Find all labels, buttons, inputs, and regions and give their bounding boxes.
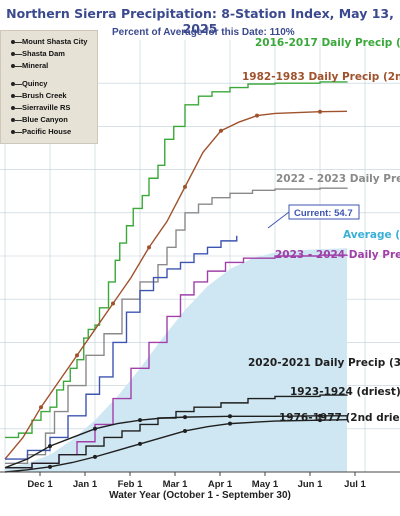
series-line-2023-2024-daily-precip bbox=[5, 254, 348, 469]
station-leader bbox=[14, 108, 22, 109]
station-leader bbox=[14, 42, 22, 43]
station-label: Mineral bbox=[22, 61, 49, 70]
series-line-2016-2017-daily-precip-wettest bbox=[5, 81, 348, 439]
series-point-1982-1983-daily-precip-2nd-wettest bbox=[255, 113, 259, 118]
series-label-1976-1977-2nd-driest: 1976-1977 (2nd driest bbox=[279, 412, 400, 424]
series-label-2023-2024-daily-precip: 2023 - 2024 Daily Precip bbox=[275, 249, 400, 261]
station-leader bbox=[14, 96, 22, 97]
series-line-2022-2023-daily-precip bbox=[5, 187, 348, 465]
station-label: Brush Creek bbox=[22, 91, 67, 100]
series-label-2020-2021-daily-precip-3rd-driest: 2020-2021 Daily Precip (3rd bbox=[248, 357, 400, 369]
series-point-1923-1924-driest bbox=[138, 418, 142, 423]
chart-title: Northern Sierra Precipitation: 8-Station… bbox=[6, 6, 394, 36]
series-label-2022-2023-daily-precip: 2022 - 2023 Daily Precip bbox=[276, 173, 400, 185]
series-lines bbox=[4, 81, 348, 473]
station-label: Shasta Dam bbox=[22, 49, 65, 58]
station-leader bbox=[14, 132, 22, 133]
x-tick-label: May 1 bbox=[252, 479, 279, 490]
station-marker bbox=[11, 64, 15, 68]
x-tick-label: Dec 1 bbox=[27, 479, 53, 490]
series-point-1923-1924-driest bbox=[93, 426, 97, 431]
station-label: Blue Canyon bbox=[22, 115, 68, 124]
series-point-1923-1924-driest bbox=[183, 415, 187, 420]
series-line-1976-1977-2nd-driest bbox=[4, 419, 348, 473]
station-marker bbox=[11, 106, 15, 110]
series-label-average: Average (1 bbox=[343, 229, 400, 241]
series-line-1982-1983-daily-precip-2nd-wettest bbox=[4, 110, 348, 460]
x-tick-label: Mar 1 bbox=[163, 479, 189, 490]
station-label: Quincy bbox=[22, 79, 48, 88]
series-point-1976-1977-2nd-driest bbox=[48, 464, 52, 469]
series-labels: 2016-2017 Daily Precip (we 1982-1983 Dail… bbox=[242, 37, 400, 424]
x-axis-label: Water Year (October 1 - September 30) bbox=[109, 490, 291, 501]
series-point-1982-1983-daily-precip-2nd-wettest bbox=[111, 301, 115, 306]
series-point-1982-1983-daily-precip-2nd-wettest bbox=[75, 353, 79, 358]
series-point-1976-1977-2nd-driest bbox=[93, 454, 97, 459]
station-marker bbox=[11, 40, 15, 44]
series-label-1923-1924-driest: 1923-1924 (driest) bbox=[290, 386, 400, 398]
station-leader bbox=[14, 84, 22, 85]
x-tick-label: Apr 1 bbox=[208, 479, 233, 490]
current-callout-leader bbox=[267, 211, 290, 229]
series-line-1923-1924-driest bbox=[4, 415, 347, 469]
station-label: Pacific House bbox=[22, 127, 72, 136]
series-point-1923-1924-driest bbox=[318, 413, 322, 418]
series-point-1976-1977-2nd-driest bbox=[318, 418, 322, 423]
series-point-1982-1983-daily-precip-2nd-wettest bbox=[183, 184, 187, 189]
series-point-1976-1977-2nd-driest bbox=[138, 441, 142, 446]
station-label: Sierraville RS bbox=[22, 103, 71, 112]
series-label-2016-2017-daily-precip-wettest: 2016-2017 Daily Precip (we bbox=[255, 37, 400, 49]
x-axis-ticks: Dec 1 Jan 1 Feb 1 Mar 1 Apr 1 May 1 Jun 1 Jul 1 bbox=[27, 472, 367, 490]
x-tick-label: Jun 1 bbox=[298, 479, 324, 490]
current-callout: Current: 54.7 bbox=[267, 204, 360, 229]
station-marker bbox=[11, 82, 15, 86]
series-point-1982-1983-daily-precip-2nd-wettest bbox=[219, 128, 223, 133]
station-marker bbox=[11, 94, 15, 98]
chart-subtitle: Percent of Average for this Date: 110% bbox=[112, 27, 295, 38]
station-marker bbox=[11, 52, 15, 56]
station-marker bbox=[11, 118, 15, 122]
series-point-1982-1983-daily-precip-2nd-wettest bbox=[147, 245, 151, 250]
station-marker bbox=[11, 130, 15, 134]
series-label-1982-1983-daily-precip-2nd-wettest: 1982-1983 Daily Precip (2nd bbox=[242, 71, 400, 83]
station-leader bbox=[14, 120, 22, 121]
series-point-1923-1924-driest bbox=[48, 444, 52, 449]
station-label: Mount Shasta City bbox=[22, 37, 88, 46]
series-point-1923-1924-driest bbox=[228, 414, 232, 419]
series-line-current bbox=[5, 235, 238, 460]
x-tick-label: Feb 1 bbox=[118, 479, 144, 490]
x-tick-label: Jan 1 bbox=[73, 479, 98, 490]
series-point-1982-1983-daily-precip-2nd-wettest bbox=[318, 109, 322, 114]
current-callout-text: Current: 54.7 bbox=[294, 208, 353, 219]
station-leader bbox=[14, 66, 22, 67]
station-leader bbox=[14, 54, 22, 55]
series-point-1976-1977-2nd-driest bbox=[228, 421, 232, 426]
series-point-1982-1983-daily-precip-2nd-wettest bbox=[39, 405, 43, 410]
series-point-1976-1977-2nd-driest bbox=[183, 428, 187, 433]
x-tick-label: Jul 1 bbox=[344, 479, 366, 490]
station-map-inset: Mount Shasta City Shasta Dam Mineral Quincy… bbox=[0, 30, 98, 144]
